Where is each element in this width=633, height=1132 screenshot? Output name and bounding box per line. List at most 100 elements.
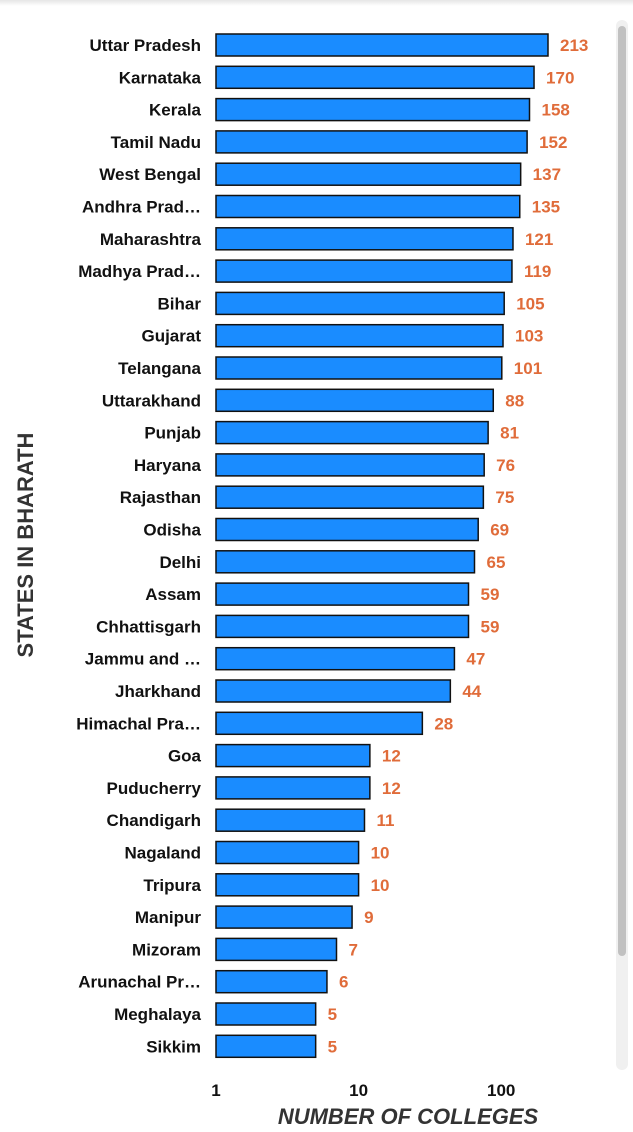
state-label-assam: Assam	[145, 585, 201, 604]
bar-west-bengal[interactable]	[215, 162, 522, 186]
bar-manipur[interactable]	[215, 905, 353, 929]
state-label-arunachal-pr: Arunachal Pr…	[78, 973, 201, 992]
bar-assam[interactable]	[215, 582, 470, 606]
state-label-chhattisgarh: Chhattisgarh	[96, 617, 201, 636]
value-label-nagaland: 10	[371, 844, 390, 863]
value-label-arunachal-pr: 6	[339, 973, 348, 992]
bar-andhra-prad[interactable]	[215, 194, 521, 219]
value-label-andhra-prad: 135	[532, 198, 560, 217]
state-label-manipur: Manipur	[135, 908, 201, 927]
state-label-delhi: Delhi	[159, 553, 201, 572]
value-label-assam: 59	[481, 585, 500, 604]
value-label-mizoram: 7	[349, 940, 358, 959]
bar-delhi[interactable]	[215, 550, 476, 574]
state-label-jharkhand: Jharkhand	[115, 682, 201, 701]
value-label-tamil-nadu: 152	[539, 133, 567, 152]
x-axis-ticks: 1 10 100	[211, 1081, 515, 1100]
state-label-chandigarh: Chandigarh	[107, 811, 201, 830]
state-label-rajasthan: Rajasthan	[120, 488, 201, 507]
bar-arunachal-pr[interactable]	[215, 969, 328, 994]
state-label-nagaland: Nagaland	[124, 844, 201, 863]
value-label-bihar: 105	[516, 294, 544, 313]
state-label-haryana: Haryana	[134, 456, 202, 475]
value-label-uttarakhand: 88	[505, 391, 524, 410]
value-label-telangana: 101	[514, 359, 542, 378]
scrollbar-thumb[interactable]	[618, 26, 626, 956]
state-label-kerala: Kerala	[149, 101, 202, 120]
bar-jammu-and[interactable]	[215, 646, 456, 671]
bar-nagaland[interactable]	[215, 840, 360, 865]
x-axis-title: NUMBER OF COLLEGES	[278, 1104, 539, 1129]
value-label-chhattisgarh: 59	[481, 617, 500, 636]
bar-uttarakhand[interactable]	[215, 388, 495, 413]
bar-himachal-pra[interactable]	[215, 711, 424, 736]
bar-jharkhand[interactable]	[215, 679, 452, 703]
bar-punjab[interactable]	[215, 420, 489, 445]
bar-bihar[interactable]	[215, 291, 505, 316]
x-tick-100: 100	[487, 1081, 515, 1100]
bar-uttar-pradesh[interactable]	[215, 33, 549, 57]
bar-goa[interactable]	[215, 743, 371, 768]
value-label-odisha: 69	[490, 521, 509, 540]
state-label-tripura: Tripura	[143, 876, 201, 895]
bar-puducherry[interactable]	[215, 776, 371, 800]
bar-meghalaya[interactable]	[215, 1002, 317, 1026]
bar-telangana[interactable]	[215, 356, 503, 380]
bar-mizoram[interactable]	[215, 937, 338, 962]
state-label-sikkim: Sikkim	[146, 1037, 201, 1056]
bar-odisha[interactable]	[215, 517, 479, 542]
value-label-manipur: 9	[364, 908, 373, 927]
bar-maharashtra[interactable]	[215, 227, 514, 251]
state-label-himachal-pra: Himachal Pra…	[76, 714, 201, 733]
value-label-sikkim: 5	[328, 1037, 337, 1056]
bar-tripura[interactable]	[215, 873, 360, 897]
vertical-scrollbar[interactable]	[616, 20, 628, 1070]
value-label-chandigarh: 11	[376, 811, 394, 830]
state-label-uttarakhand: Uttarakhand	[102, 391, 201, 410]
bar-sikkim[interactable]	[215, 1034, 317, 1059]
state-label-puducherry: Puducherry	[107, 779, 202, 798]
bar-kerala[interactable]	[215, 97, 531, 122]
bar-chandigarh[interactable]	[215, 808, 366, 832]
state-label-telangana: Telangana	[118, 359, 201, 378]
top-shadow	[0, 0, 633, 6]
state-label-west-bengal: West Bengal	[99, 165, 201, 184]
state-label-punjab: Punjab	[144, 424, 201, 443]
state-label-uttar-pradesh: Uttar Pradesh	[90, 36, 201, 55]
state-label-tamil-nadu: Tamil Nadu	[111, 133, 201, 152]
state-label-jammu-and: Jammu and …	[85, 650, 201, 669]
state-label-bihar: Bihar	[158, 294, 202, 313]
bar-gujarat[interactable]	[215, 323, 504, 348]
bar-rajasthan[interactable]	[215, 485, 485, 509]
state-label-andhra-prad: Andhra Prad…	[82, 198, 201, 217]
bar-madhya-prad[interactable]	[215, 259, 513, 283]
value-label-kerala: 158	[542, 101, 570, 120]
state-label-odisha: Odisha	[143, 521, 201, 540]
bar-tamil-nadu[interactable]	[215, 130, 528, 154]
value-label-goa: 12	[382, 747, 401, 766]
value-label-haryana: 76	[496, 456, 515, 475]
value-label-madhya-prad: 119	[524, 262, 551, 281]
state-label-maharashtra: Maharashtra	[100, 230, 202, 249]
bars-group: Uttar Pradesh 213 Karnataka 170 Kerala 158 Tam…	[76, 33, 588, 1059]
state-label-karnataka: Karnataka	[119, 68, 202, 87]
value-label-rajasthan: 75	[495, 488, 514, 507]
bar-haryana[interactable]	[215, 453, 485, 477]
x-tick-1: 1	[211, 1081, 220, 1100]
value-label-meghalaya: 5	[328, 1005, 337, 1024]
bar-chhattisgarh[interactable]	[215, 614, 470, 639]
state-label-meghalaya: Meghalaya	[114, 1005, 201, 1024]
value-label-gujarat: 103	[515, 327, 543, 346]
value-label-tripura: 10	[371, 876, 390, 895]
bar-karnataka[interactable]	[215, 65, 535, 90]
value-label-puducherry: 12	[382, 779, 401, 798]
state-label-mizoram: Mizoram	[132, 940, 201, 959]
state-label-goa: Goa	[168, 747, 202, 766]
y-axis-title: STATES IN BHARATH	[13, 433, 38, 658]
value-label-karnataka: 170	[546, 68, 574, 87]
state-label-gujarat: Gujarat	[141, 327, 201, 346]
value-label-punjab: 81	[500, 424, 519, 443]
value-label-jharkhand: 44	[462, 682, 481, 701]
value-label-himachal-pra: 28	[434, 714, 453, 733]
